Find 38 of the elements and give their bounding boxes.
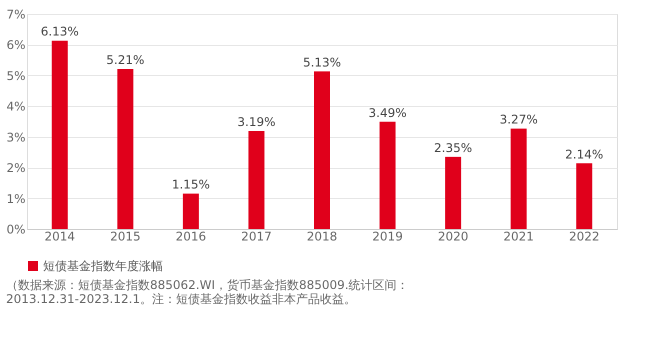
x-tick-label: 2018 bbox=[306, 230, 338, 244]
y-tick-label: 0% bbox=[6, 222, 26, 236]
y-tick-label: 6% bbox=[6, 38, 26, 52]
x-tick-label: 2016 bbox=[176, 230, 206, 244]
x-tick-label: 2022 bbox=[568, 230, 600, 244]
text: 2013.12.31-2023.12.1。注：短债基金指数收益非本产品收益。 bbox=[6, 292, 356, 306]
y-tick-label: 7% bbox=[6, 8, 26, 22]
text: 2.14% bbox=[565, 147, 604, 162]
x-tick-label: 2020 bbox=[438, 230, 468, 244]
bar bbox=[445, 156, 462, 229]
x-tick-label: 2017 bbox=[241, 230, 272, 244]
y-tick-label: 3% bbox=[6, 130, 26, 144]
bar bbox=[314, 71, 330, 229]
text: （数据来源：短债基金指数885062.WI，货币基金指数885009.统计区间： bbox=[6, 278, 409, 292]
bar bbox=[117, 68, 134, 229]
text: 3.27% bbox=[500, 112, 538, 127]
bar bbox=[182, 194, 199, 229]
text: 3.19% bbox=[237, 115, 276, 130]
x-tick-label: 2019 bbox=[372, 230, 403, 244]
bar bbox=[380, 122, 396, 229]
text: 6.13% bbox=[40, 24, 79, 39]
bar bbox=[576, 163, 592, 229]
text: 5.21% bbox=[106, 52, 144, 67]
y-tick-label: 4% bbox=[6, 100, 26, 114]
bar bbox=[52, 40, 68, 229]
legend-label: 短债基金指数年度涨幅 bbox=[43, 259, 163, 273]
text: 2.35% bbox=[434, 140, 472, 155]
text: 3.49% bbox=[368, 106, 407, 120]
bar bbox=[510, 128, 527, 229]
y-tick-label: 5% bbox=[6, 68, 26, 83]
text: 5.13% bbox=[302, 55, 342, 70]
x-tick-label: 2015 bbox=[110, 230, 141, 244]
x-tick-label: 2021 bbox=[503, 230, 534, 244]
bar bbox=[248, 131, 264, 229]
y-tick-label: 1% bbox=[6, 192, 26, 206]
text: 1.15% bbox=[172, 178, 210, 192]
y-tick-label: 2% bbox=[6, 161, 26, 176]
x-tick-label: 2014 bbox=[44, 230, 76, 244]
